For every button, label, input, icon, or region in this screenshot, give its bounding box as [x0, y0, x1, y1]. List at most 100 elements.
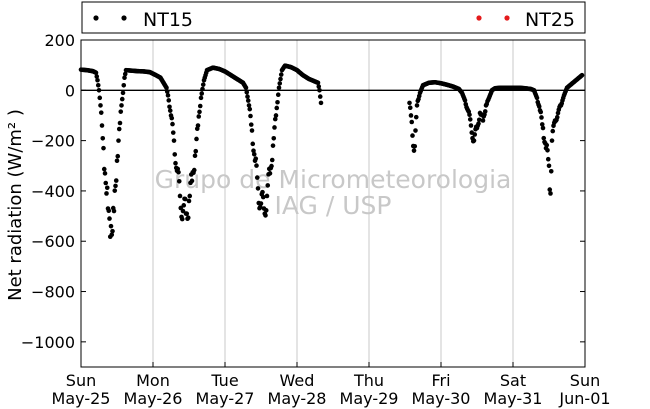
data-point: [316, 84, 322, 89]
data-point: [251, 148, 256, 154]
x-tick-label-date: May-28: [268, 389, 327, 408]
data-point: [476, 117, 482, 123]
data-point: [546, 163, 552, 169]
data-point: [96, 88, 102, 93]
data-point: [182, 196, 188, 202]
data-point: [267, 171, 273, 176]
data-point: [467, 117, 473, 122]
data-point: [539, 115, 544, 120]
x-tick-label-date: May-27: [196, 389, 255, 408]
data-points: [78, 63, 585, 240]
x-tick-label-date: Jun-01: [558, 389, 610, 408]
data-point: [272, 116, 278, 122]
data-point: [482, 109, 488, 114]
data-point: [118, 109, 124, 114]
data-point: [193, 148, 199, 154]
data-point: [248, 122, 254, 127]
data-point: [179, 216, 185, 222]
data-point: [412, 143, 418, 149]
data-point: [199, 91, 205, 96]
y-tick-label: 0: [65, 81, 75, 100]
y-axis: 200 0 −200 −400 −600 −800 −1000: [21, 31, 585, 352]
data-point: [173, 160, 178, 166]
legend-marker-nt15-b: [121, 15, 127, 21]
data-point: [172, 152, 178, 157]
data-point: [248, 113, 253, 119]
data-point: [164, 85, 169, 91]
data-point: [476, 121, 481, 126]
data-point: [550, 128, 556, 134]
data-point: [277, 81, 283, 86]
data-point: [249, 128, 255, 133]
legend-marker-nt25-a: [476, 15, 482, 21]
data-point: [122, 71, 128, 77]
plot-frame: [80, 39, 586, 368]
data-point: [102, 171, 108, 176]
data-point: [177, 193, 183, 199]
data-point: [195, 123, 201, 128]
data-point: [186, 198, 192, 204]
legend: NT15 NT25: [81, 1, 586, 34]
y-tick-label: −600: [31, 232, 75, 251]
data-point: [165, 93, 171, 98]
data-point: [276, 85, 282, 91]
data-point: [260, 189, 265, 195]
data-point: [197, 109, 202, 115]
data-point: [106, 208, 112, 214]
y-tick-label: −400: [31, 182, 75, 201]
plot-frame-bg: [81, 40, 585, 367]
data-point: [117, 120, 123, 126]
data-point: [104, 185, 110, 191]
data-point: [116, 138, 121, 143]
data-point: [192, 153, 198, 159]
data-point: [545, 156, 551, 162]
data-point: [187, 193, 193, 199]
data-point: [176, 178, 182, 184]
data-point: [113, 178, 119, 183]
data-point: [273, 113, 279, 118]
data-point: [109, 232, 115, 238]
y-tick-label: 200: [44, 31, 75, 50]
data-point: [472, 132, 478, 137]
data-point: [534, 95, 540, 101]
data-point: [176, 169, 181, 175]
data-point: [197, 103, 203, 109]
data-point: [198, 95, 204, 101]
data-point: [258, 201, 264, 206]
data-point: [260, 194, 266, 200]
data-point: [170, 121, 175, 127]
data-point: [101, 145, 106, 151]
data-point: [246, 103, 252, 108]
data-point: [167, 108, 173, 113]
x-tick-label-date: May-31: [484, 389, 543, 408]
watermark-line-1: Grupo de Micrometeorologia: [155, 165, 512, 194]
data-point: [171, 138, 177, 143]
data-point: [408, 113, 414, 118]
x-tick-label-day: Fri: [431, 371, 450, 390]
data-point: [108, 223, 114, 229]
data-point: [538, 109, 544, 115]
data-point: [251, 151, 257, 157]
data-point: [254, 163, 259, 168]
data-point: [254, 175, 260, 180]
data-point: [167, 104, 172, 110]
data-point: [539, 122, 545, 127]
data-point: [471, 138, 477, 143]
data-point: [274, 105, 280, 111]
data-point: [98, 110, 104, 115]
data-point: [263, 208, 269, 213]
data-point: [278, 76, 283, 82]
plot-area: Grupo de Micrometeorologia IAG / USP: [78, 39, 586, 368]
data-point: [104, 191, 109, 196]
y-tick-label: −1000: [21, 333, 75, 352]
data-point: [119, 96, 125, 102]
legend-label-nt25: NT25: [525, 9, 575, 31]
data-point: [541, 135, 547, 141]
data-point: [121, 82, 127, 88]
data-point: [462, 98, 468, 103]
y-axis-label: Net radiation (W/m² ): [5, 109, 26, 301]
x-tick-label-day: Sun: [66, 371, 96, 390]
data-point: [548, 168, 554, 174]
data-point: [414, 103, 420, 108]
